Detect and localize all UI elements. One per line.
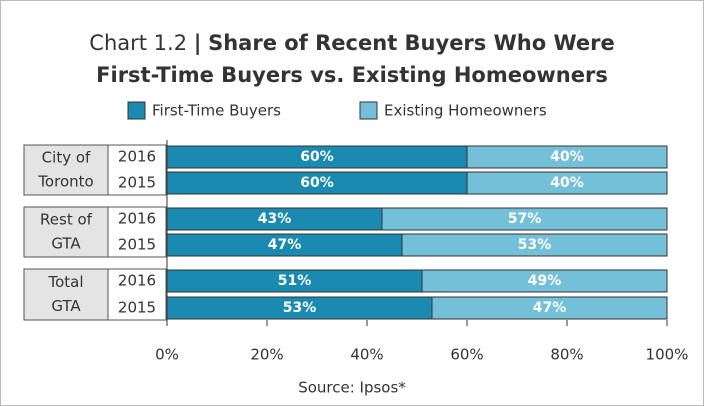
- x-tick-label: 40%: [350, 346, 383, 364]
- bar: [466, 145, 668, 169]
- group-label: Toronto: [37, 173, 93, 191]
- year-label: 2016: [118, 272, 156, 290]
- bar: [381, 207, 668, 231]
- bar: [421, 269, 668, 293]
- value-label: 49%: [528, 273, 562, 289]
- group-cell: [23, 206, 109, 258]
- year-label: 2015: [118, 174, 156, 192]
- value-label: 60%: [300, 175, 334, 191]
- year-cell: [107, 144, 167, 196]
- group-label: Total: [47, 273, 83, 291]
- year-label: 2015: [118, 236, 156, 254]
- legend-swatch: [359, 101, 378, 120]
- group-cell: [23, 268, 109, 321]
- title-line: Share of Recent Buyers Who Were: [208, 31, 615, 55]
- year-label: 2016: [118, 148, 156, 166]
- bar: [401, 233, 668, 257]
- value-label: 47%: [533, 300, 567, 316]
- x-tick-label: 0%: [155, 346, 179, 364]
- value-label: 51%: [278, 273, 312, 289]
- value-label: 53%: [518, 237, 552, 253]
- x-tick-label: 80%: [550, 346, 583, 364]
- group-label: GTA: [51, 297, 81, 315]
- chart-title: Chart 1.2 | Share of Recent Buyers Who W…: [89, 31, 614, 56]
- legend-label: Existing Homeowners: [384, 102, 547, 120]
- title-separator: |: [194, 31, 202, 56]
- group-label: City of: [42, 149, 91, 167]
- value-label: 53%: [283, 300, 317, 316]
- value-label: 43%: [258, 211, 292, 227]
- year-cell: [107, 206, 167, 258]
- year-label: 2015: [118, 299, 156, 317]
- value-label: 57%: [508, 211, 542, 227]
- source: Source: Ipsos*: [298, 379, 406, 397]
- value-label: 40%: [550, 175, 584, 191]
- x-tick-label: 100%: [646, 346, 689, 364]
- year-cell: [107, 268, 167, 321]
- bar: [431, 296, 668, 320]
- x-tick-label: 60%: [450, 346, 483, 364]
- x-tick-label: 20%: [250, 346, 283, 364]
- value-label: 47%: [268, 237, 302, 253]
- year-label: 2016: [118, 210, 156, 228]
- group-label: GTA: [51, 235, 81, 253]
- group-label: Rest of: [40, 211, 93, 229]
- value-label: 60%: [300, 149, 334, 165]
- group-cell: [23, 144, 109, 196]
- title-prefix: Chart 1.2: [89, 31, 187, 55]
- legend-label: First-Time Buyers: [152, 102, 281, 120]
- title-line: First-Time Buyers vs. Existing Homeowner…: [96, 63, 608, 87]
- value-label: 40%: [550, 149, 584, 165]
- legend-swatch: [127, 101, 146, 120]
- bar: [466, 171, 668, 195]
